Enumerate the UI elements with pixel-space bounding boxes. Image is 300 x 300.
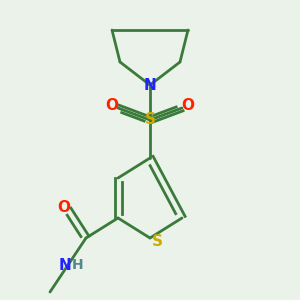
Text: H: H (72, 258, 84, 272)
Text: S: S (145, 112, 155, 128)
Text: O: O (58, 200, 70, 215)
Text: N: N (144, 77, 156, 92)
Text: N: N (58, 257, 71, 272)
Text: S: S (152, 233, 163, 248)
Text: O: O (182, 98, 194, 113)
Text: O: O (106, 98, 118, 113)
